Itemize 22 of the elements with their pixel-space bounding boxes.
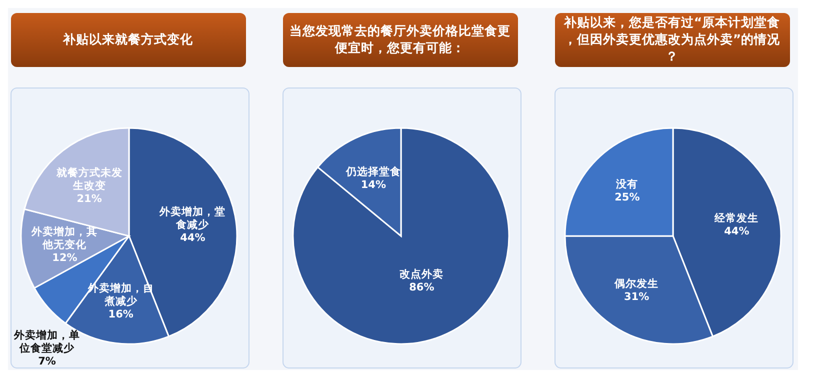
slice-label: 经常发生 [714,211,759,224]
slice-label: 偶尔发生 [614,277,659,290]
slice-label: 没有 [615,178,638,191]
data-label: 44% [724,225,750,238]
data-label: 14% [360,178,386,191]
data-label: 21% [76,192,102,205]
data-label: 12% [52,252,78,264]
data-label: 31% [624,291,650,304]
pie-slice [292,127,510,345]
slice-label: 外卖增加，单位食堂减少 [13,328,80,354]
slice-label: 改点外卖 [400,267,444,280]
slice-label: 仍选择堂食 [344,164,401,178]
data-label: 7% [38,355,56,368]
slice-label: 外卖增加，堂食减少 [158,204,226,231]
data-label: 16% [108,308,134,320]
data-label: 44% [180,232,206,244]
chart-title: 补贴以来，您是否有过“原本计划堂食，但因外卖更优惠改为点外卖”的情况？ [562,14,782,64]
chart-title: 补贴以来就餐方式变化 [62,31,194,46]
data-label: 25% [614,192,640,204]
chart-title: 当您发现常去的餐厅外卖价格比堂食更便宜时，您更有可能： [290,22,510,55]
slice-label: 就餐方式未发生改变 [55,166,122,192]
data-label: 86% [409,281,435,294]
